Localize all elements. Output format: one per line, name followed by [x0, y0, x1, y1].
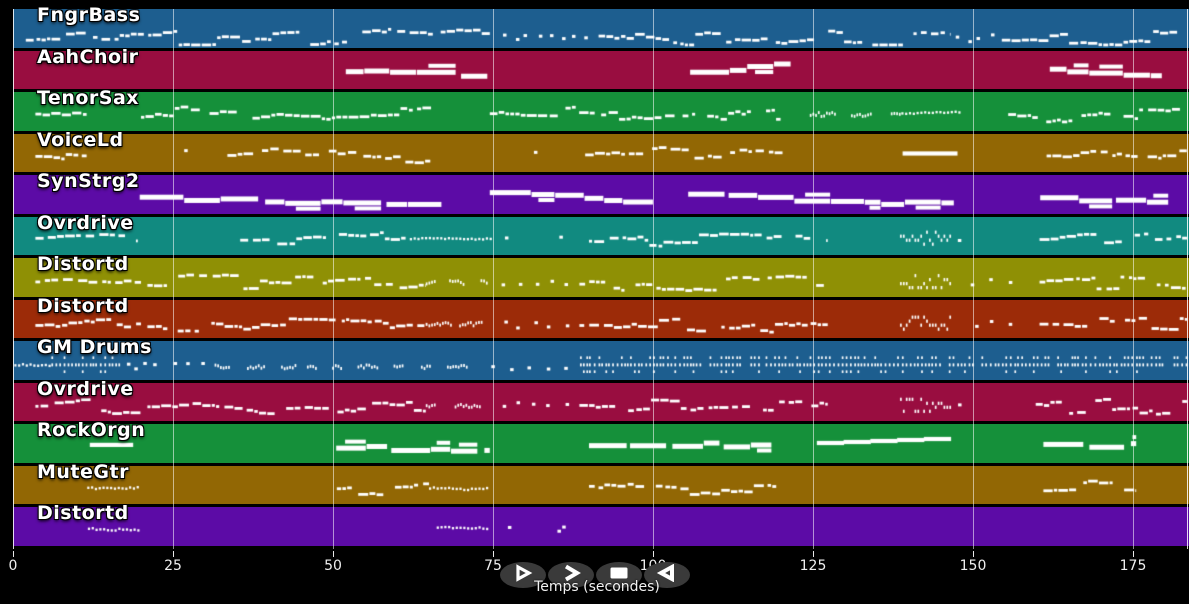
track-label: Ovrdrive — [37, 377, 134, 400]
track-label: GM Drums — [37, 336, 152, 359]
track-label: AahChoir — [37, 45, 139, 68]
track-label: SynStrg2 — [37, 170, 140, 193]
tick-label: 175 — [1119, 558, 1147, 574]
fast-forward-icon — [559, 564, 583, 586]
stop-button[interactable] — [596, 562, 642, 588]
tick-label: 75 — [484, 558, 502, 574]
track-label: TenorSax — [37, 87, 140, 110]
track-label: Distortd — [37, 294, 129, 317]
tick-mark — [173, 551, 174, 557]
tick-mark — [333, 551, 334, 557]
tick-label: 150 — [959, 558, 987, 574]
tick-mark — [653, 551, 654, 557]
stop-icon — [607, 564, 631, 586]
tick-mark — [1133, 551, 1134, 557]
tick-label: 0 — [8, 558, 18, 574]
play-icon — [511, 564, 535, 586]
track-label: Ovrdrive — [37, 211, 134, 234]
track-label: Distortd — [37, 502, 129, 525]
tick-label: 25 — [164, 558, 182, 574]
track-label: RockOrgn — [37, 419, 146, 442]
fast-forward-button[interactable] — [548, 562, 594, 588]
tick-mark — [973, 551, 974, 557]
play-button[interactable] — [500, 562, 546, 588]
track-label: MuteGtr — [37, 460, 129, 483]
tick-label: 125 — [799, 558, 827, 574]
tick-mark — [13, 551, 14, 557]
track-label: FngrBass — [37, 4, 141, 26]
rewind-button[interactable] — [644, 562, 690, 588]
tick-mark — [813, 551, 814, 557]
tick-label: 50 — [324, 558, 342, 574]
track-label: VoiceLd — [37, 128, 124, 151]
tick-mark — [493, 551, 494, 557]
x-axis-label: Temps (secondes) — [534, 579, 660, 595]
rewind-icon — [655, 563, 679, 586]
track-label: Distortd — [37, 253, 129, 276]
